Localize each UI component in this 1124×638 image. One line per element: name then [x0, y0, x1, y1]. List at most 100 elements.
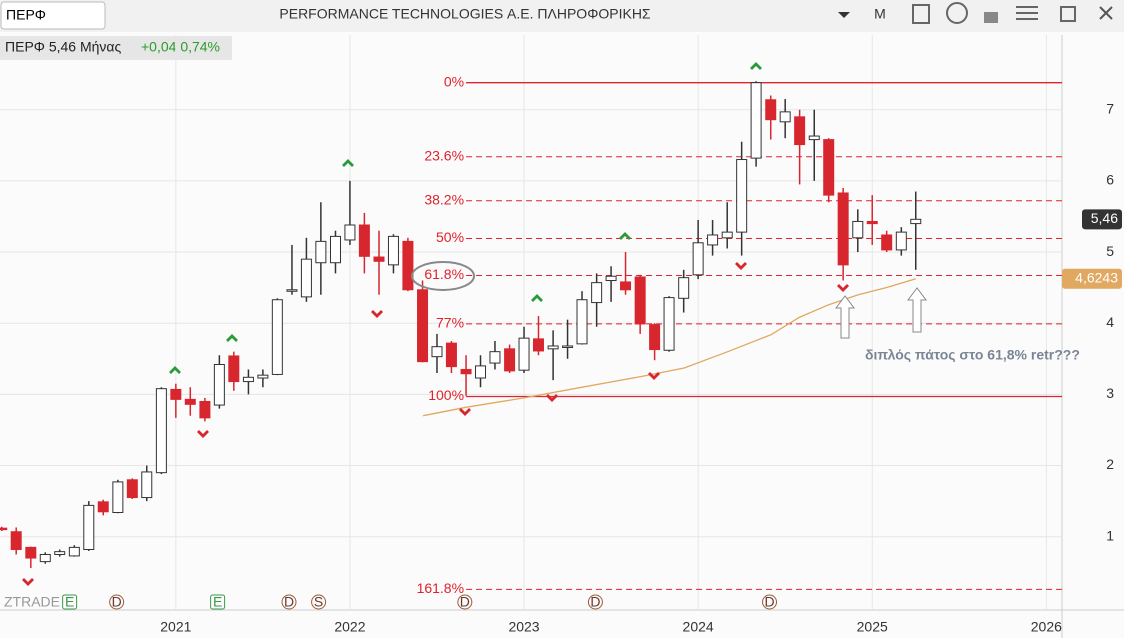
- candle-body: [112, 481, 124, 514]
- fib-label: 38.2%: [424, 192, 464, 208]
- info-box: [0, 36, 232, 60]
- candle-body: [184, 398, 196, 405]
- candle-body: [10, 531, 22, 551]
- candle-body: [895, 231, 907, 251]
- menu-icon[interactable]: [1016, 6, 1038, 20]
- candle-body: [300, 258, 312, 298]
- fib-label: 161.8%: [417, 580, 464, 596]
- y-tick-label: 7: [1106, 100, 1114, 116]
- event-marker: [457, 594, 473, 610]
- arrow: [907, 287, 927, 333]
- y-tick-label: 6: [1106, 172, 1114, 188]
- info: ΠΕΡΦ 5,46 Μήνας: [5, 39, 122, 55]
- candle-body: [591, 282, 603, 304]
- candle-body: [170, 388, 182, 400]
- candle-body: [242, 376, 254, 383]
- candle-body: [445, 342, 457, 368]
- event-marker: [281, 594, 297, 610]
- x-tick-label: 2023: [508, 619, 539, 635]
- ma-price-label: 4,6243: [1075, 269, 1118, 285]
- event-marker: [210, 594, 226, 610]
- event-label: D: [460, 594, 470, 610]
- candle-body: [779, 111, 791, 123]
- candle-body: [358, 224, 370, 257]
- event-label: D: [112, 594, 122, 610]
- event-label: D: [764, 594, 774, 610]
- y-tick-label: 4: [1106, 314, 1114, 330]
- candle-body: [678, 277, 690, 299]
- candle-body: [402, 240, 414, 291]
- candle-body: [315, 240, 327, 264]
- candle-body: [344, 224, 356, 241]
- candle-body: [852, 220, 864, 239]
- candle-body: [387, 235, 399, 266]
- candle-body: [721, 231, 733, 239]
- last-price-label: 5,46: [1091, 210, 1118, 226]
- candle-body: [141, 471, 153, 499]
- candle-body: [489, 351, 501, 364]
- x-tick-label: 2026: [1031, 619, 1062, 635]
- restore-icon[interactable]: [1060, 6, 1076, 22]
- candle-body: [155, 388, 167, 474]
- fib-label: 0%: [444, 73, 464, 89]
- candle-body: [866, 220, 878, 225]
- period[interactable]: M: [874, 6, 886, 22]
- highlight-ellipse: [411, 261, 475, 291]
- event-label: D: [284, 594, 294, 610]
- y-tick-label: 2: [1106, 456, 1114, 472]
- event-label: E: [213, 594, 222, 610]
- candle-body: [286, 289, 298, 292]
- candle-body: [532, 338, 544, 352]
- x-tick-label: 2025: [857, 619, 888, 635]
- candle-body: [649, 324, 661, 351]
- icon[interactable]: [912, 4, 930, 24]
- dropdown-icon[interactable]: [838, 12, 850, 18]
- fib-label: 77%: [436, 315, 464, 331]
- candle-body: [39, 553, 51, 563]
- candle-body: [329, 235, 341, 264]
- fib-label: 100%: [428, 387, 464, 403]
- change: +0,04 0,74%: [141, 39, 220, 55]
- candle-body: [460, 368, 472, 375]
- candle-body: [504, 348, 516, 372]
- y-tick-label: 5: [1106, 243, 1114, 259]
- fib-label: 61.8%: [424, 266, 464, 282]
- moving-average: [422, 278, 916, 417]
- annotation: διπλός πάτος στο 61,8% retr???: [865, 347, 1080, 363]
- candle-body: [373, 256, 385, 262]
- y-tick-label: 1: [1106, 527, 1114, 543]
- candle-body: [576, 299, 588, 345]
- close-icon[interactable]: [1099, 6, 1113, 20]
- candle-body: [271, 299, 283, 375]
- header-bar: [0, 0, 1124, 32]
- candle-body: [83, 504, 95, 551]
- candle-body: [417, 289, 429, 363]
- candle-body: [823, 139, 835, 196]
- candle-body: [910, 218, 922, 225]
- candle-body: [0, 527, 8, 531]
- candle-body: [765, 99, 777, 121]
- candle-body: [881, 234, 893, 251]
- lock-icon[interactable]: [984, 12, 998, 23]
- symbol-box[interactable]: [0, 1, 106, 30]
- candle-body: [707, 234, 719, 246]
- candle-body: [547, 345, 559, 350]
- candle-body: [199, 400, 211, 419]
- chart-title: PERFORMANCE TECHNOLOGIES Α.Ε. ΠΛΗΡΟΦΟΡΙΚ…: [279, 6, 651, 22]
- symbol: ΠΕΡΦ: [6, 7, 46, 23]
- icon[interactable]: [946, 2, 968, 24]
- candle-body: [228, 355, 240, 383]
- fib-label: 50%: [436, 229, 464, 245]
- fib-label: 23.6%: [424, 147, 464, 163]
- candle-body: [213, 363, 225, 406]
- candle-body: [518, 337, 530, 371]
- event-marker: [587, 594, 603, 610]
- candle-body: [257, 374, 269, 379]
- event-marker: [62, 594, 78, 610]
- candle-body: [475, 365, 487, 379]
- candle-body: [431, 346, 443, 358]
- candle-body: [634, 276, 646, 325]
- candle-body: [794, 116, 806, 146]
